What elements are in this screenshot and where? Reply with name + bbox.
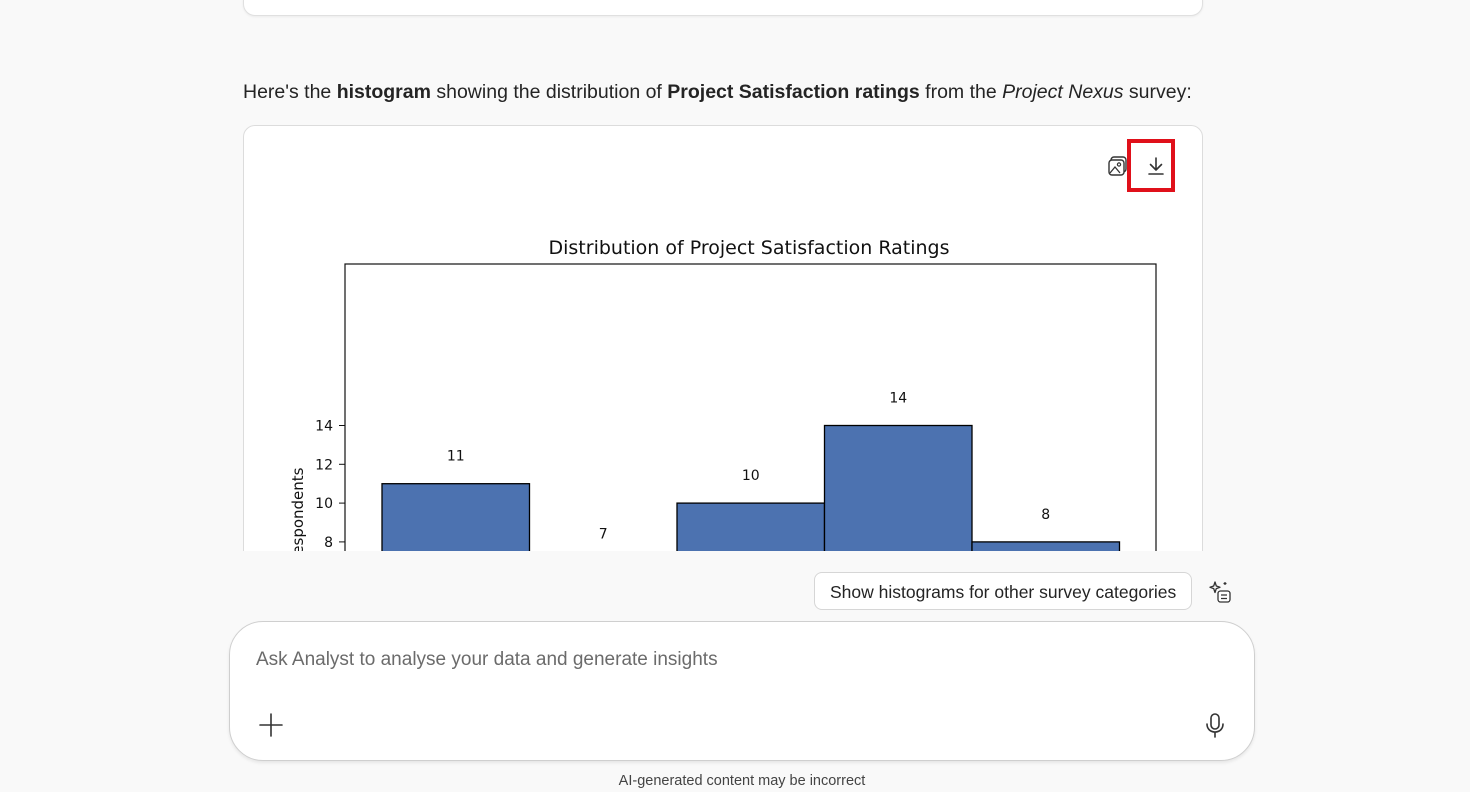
intro-bold-histogram: histogram	[336, 81, 431, 103]
bar-value-label: 10	[742, 468, 760, 484]
intro-text-mid: showing the distribution of	[430, 81, 668, 103]
intro-italic-survey: Project Nexus	[1002, 81, 1124, 103]
suggestions-sparkle-button[interactable]	[1204, 576, 1236, 608]
bar-value-label: 8	[1041, 507, 1050, 523]
sparkle-list-icon	[1209, 581, 1231, 603]
histogram-chart: Distribution of Project Satisfaction Rat…	[289, 237, 1157, 566]
chat-scroll-fade	[0, 551, 1470, 581]
chat-composer	[229, 621, 1255, 761]
y-axis-label: Respondents	[289, 467, 307, 564]
bar-value-label: 7	[599, 526, 608, 542]
intro-bold-subject: Project Satisfaction ratings	[667, 81, 920, 103]
image-icon	[1108, 156, 1127, 176]
y-tick-label: 14	[315, 419, 333, 435]
bar-value-label: 14	[889, 391, 907, 407]
assistant-message-intro: Here's the histogram showing the distrib…	[243, 79, 1192, 105]
plot-area-frame	[344, 263, 1157, 566]
ai-disclaimer: AI-generated content may be incorrect	[618, 773, 866, 789]
histogram-bar	[823, 424, 973, 566]
intro-text-from: from the	[919, 81, 1003, 103]
download-button[interactable]	[1138, 148, 1174, 184]
y-tick-label: 12	[315, 457, 333, 473]
add-attachment-button[interactable]	[256, 710, 286, 740]
download-icon	[1148, 157, 1164, 175]
bar-value-label: 11	[447, 449, 465, 465]
chart-title: Distribution of Project Satisfaction Rat…	[549, 237, 950, 259]
microphone-icon	[1206, 713, 1224, 738]
y-tick-label: 10	[315, 496, 333, 512]
chat-input[interactable]	[254, 644, 1158, 676]
y-tick-label: 8	[324, 535, 333, 551]
intro-text-prefix: Here's the	[243, 81, 337, 103]
chart-card: Distribution of Project Satisfaction Rat…	[243, 125, 1203, 567]
plus-icon	[259, 713, 283, 737]
microphone-button[interactable]	[1200, 710, 1230, 740]
previous-message-card	[243, 0, 1203, 16]
view-image-button[interactable]	[1100, 148, 1136, 184]
suggestion-chip[interactable]: Show histograms for other survey categor…	[814, 572, 1193, 610]
intro-text-suffix: survey:	[1123, 81, 1192, 103]
